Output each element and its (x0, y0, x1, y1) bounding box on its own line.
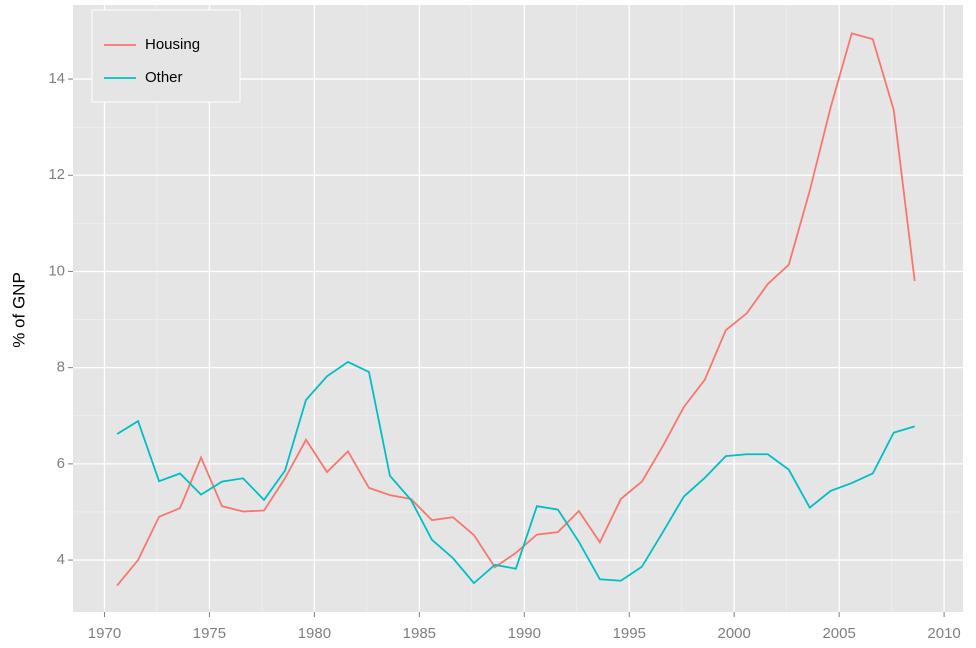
panel (73, 5, 963, 612)
x-tick-label: 2005 (822, 625, 855, 642)
line (116, 360, 915, 585)
line (116, 32, 916, 587)
legend-label: Housing (145, 36, 200, 53)
legend: Housing Other (91, 9, 241, 103)
y-tick-label: 10 (48, 262, 65, 279)
y-tick-label: 12 (48, 166, 65, 183)
x-tick-label: 1985 (403, 625, 436, 642)
x-tick-label: 2000 (718, 625, 751, 642)
x-tick-label: 1980 (298, 625, 331, 642)
y-tick-label: 4 (57, 551, 65, 568)
y-tick-label: 14 (48, 70, 65, 87)
x-tick-label: 1970 (88, 625, 121, 642)
axes: 4 6 8 10 12 14 1970 1975 1980 1985 1990 1995 2000 200… (48, 70, 960, 642)
x-tick-label: 1995 (613, 625, 646, 642)
x-tick-label: 2010 (927, 625, 960, 642)
legend-box (91, 9, 241, 103)
grid (73, 5, 963, 612)
lines (116, 32, 916, 587)
y-axis-label: % of GNP (9, 272, 28, 348)
legend-label: Other (145, 69, 183, 86)
y-tick-label: 6 (57, 455, 65, 472)
y-tick-label: 8 (57, 359, 65, 376)
x-tick-label: 1990 (508, 625, 541, 642)
x-tick-label: 1975 (193, 625, 226, 642)
